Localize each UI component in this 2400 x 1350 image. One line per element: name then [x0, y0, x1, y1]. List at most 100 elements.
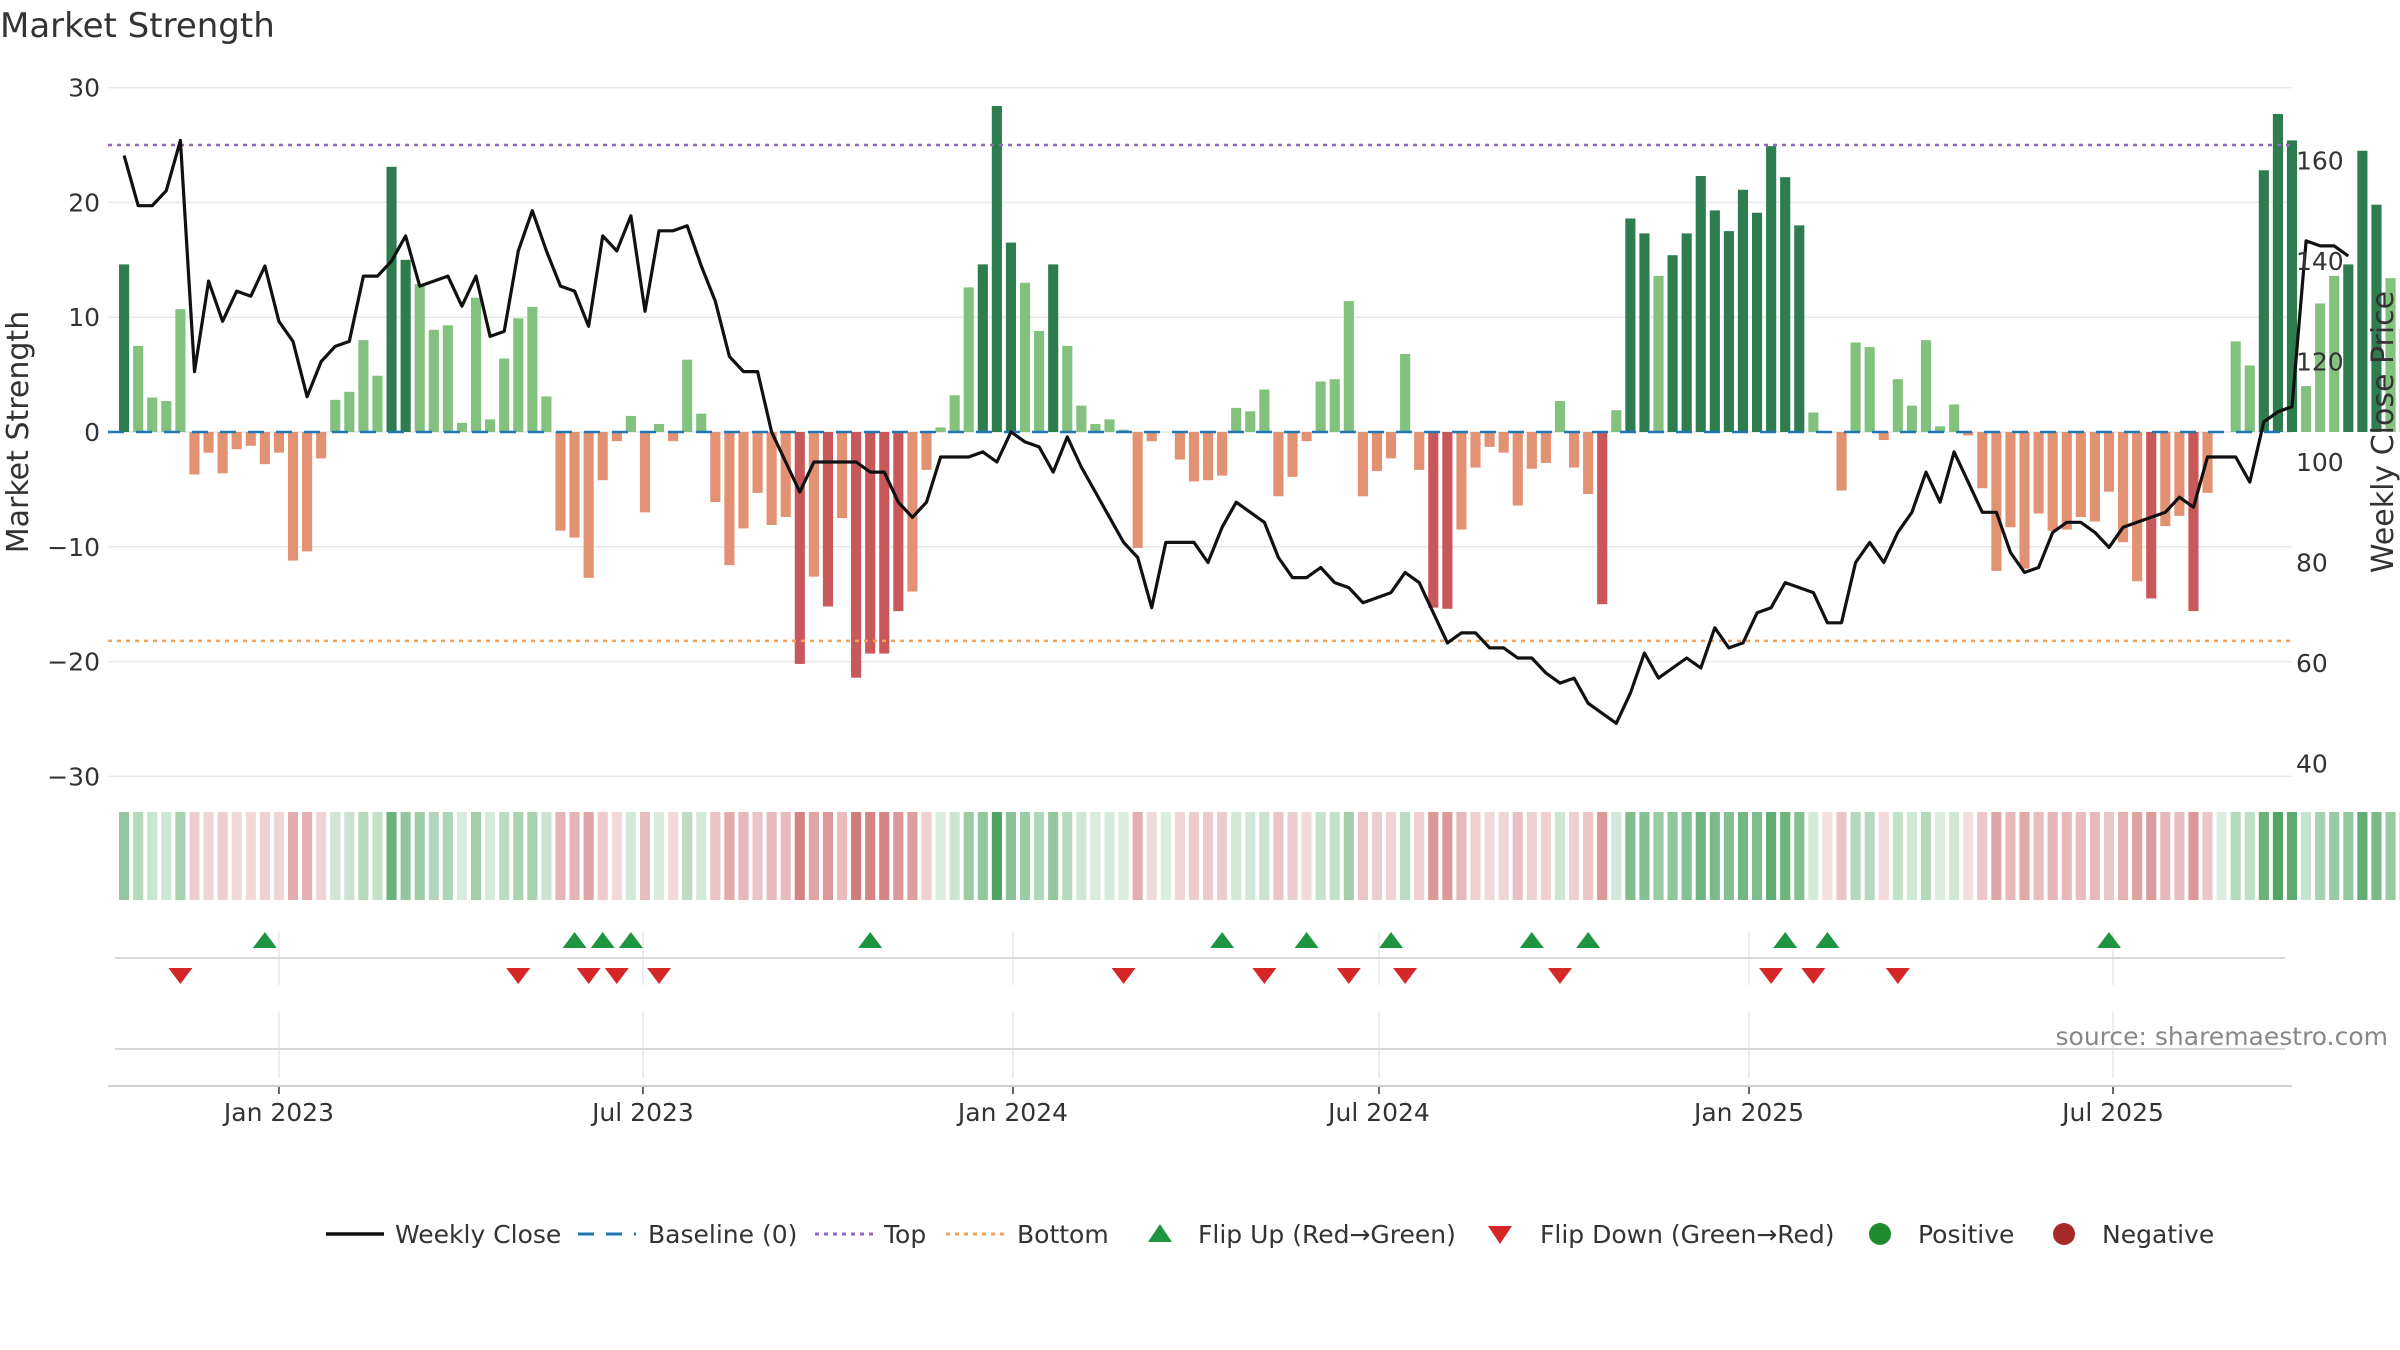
heat-cell [1583, 812, 1594, 900]
heat-cell [302, 812, 313, 900]
flip-up-marker [562, 932, 587, 948]
legend-label: Negative [2102, 1220, 2214, 1249]
y2-tick-label: 60 [2296, 649, 2328, 678]
strength-bar [119, 264, 130, 432]
heat-cell [893, 812, 904, 900]
heat-cell [1751, 812, 1763, 900]
heat-cell [1512, 812, 1523, 900]
strength-bar [1273, 432, 1284, 497]
strength-bar [1231, 407, 1242, 432]
flip-down-marker [647, 968, 672, 984]
strength-bar [1371, 432, 1383, 472]
strength-bar [1977, 432, 1988, 489]
strength-bar [2118, 432, 2129, 543]
heat-cell [2315, 812, 2326, 900]
strength-bar [738, 432, 749, 529]
heat-cell [1146, 812, 1157, 900]
heat-cell [1611, 812, 1622, 900]
heat-cell [456, 812, 468, 900]
heat-cell [1597, 812, 1608, 900]
heat-cell [2343, 812, 2354, 900]
heat-cell [1850, 812, 1861, 900]
strength-bar [935, 427, 946, 432]
heat-cell [2188, 812, 2199, 900]
heat-cell [2301, 812, 2312, 900]
heat-cell [1090, 812, 1101, 900]
y2-tick-label: 40 [2296, 750, 2328, 779]
strength-bar [1709, 210, 1720, 432]
strength-bar [921, 432, 932, 470]
strength-bar [2103, 432, 2115, 492]
strength-bar [1329, 379, 1340, 432]
strength-bar [1301, 432, 1312, 442]
heat-cell [1062, 812, 1073, 900]
flip-down-marker [1547, 968, 1572, 984]
heat-cell [358, 812, 369, 900]
heat-cell [963, 812, 974, 900]
heat-cell [1273, 812, 1284, 900]
heat-cell [949, 812, 960, 900]
heat-cell [1963, 812, 1974, 900]
heat-cell [1653, 812, 1664, 900]
strength-bar [1583, 432, 1594, 494]
strength-bar [287, 432, 299, 561]
heat-cell [2244, 812, 2255, 900]
strength-bar [1751, 212, 1763, 432]
heat-cell [2329, 812, 2340, 900]
heat-cell [2286, 812, 2298, 900]
strength-bar [668, 432, 679, 442]
heat-cell [231, 812, 242, 900]
heat-cell [1737, 812, 1749, 900]
heat-cell [330, 812, 341, 900]
heat-cell [1174, 812, 1185, 900]
heat-cell [1906, 812, 1917, 900]
y-tick-label: 30 [68, 74, 100, 103]
strength-bar [1442, 432, 1453, 609]
strength-bar [1695, 175, 1706, 432]
heat-cell [710, 812, 721, 900]
strength-bar [1864, 347, 1875, 432]
strength-bar [1470, 432, 1481, 468]
strength-bar [1540, 432, 1551, 463]
strength-bar [893, 432, 904, 612]
heat-cell [921, 812, 932, 900]
strength-bar [1963, 432, 1974, 436]
strength-bar [259, 432, 270, 465]
heat-cell [2146, 812, 2157, 900]
strength-bar [1892, 379, 1903, 432]
strength-bar [2258, 170, 2269, 433]
strength-bar [2047, 432, 2058, 531]
heat-cell [1245, 812, 1256, 900]
heat-cell [119, 812, 130, 900]
heat-cell [1568, 812, 1580, 900]
strength-bar [231, 432, 242, 450]
strength-bar [2315, 303, 2326, 432]
strength-bar [1808, 412, 1819, 432]
x-tick-label: Jan 2023 [222, 1098, 334, 1127]
strength-bar [1428, 432, 1439, 608]
strength-bar [1090, 423, 1101, 432]
strength-bar [1681, 233, 1692, 432]
strength-bar [1568, 432, 1580, 468]
heat-cell [865, 812, 876, 900]
flip-down-marker [1885, 968, 1910, 984]
heat-cell [1019, 812, 1031, 900]
strength-bar [1456, 432, 1467, 530]
flip-down-marker [1336, 968, 1361, 984]
legend-item-red-down-triangle: Flip Down (Green→Red) [1488, 1220, 1835, 1249]
strength-bar [161, 401, 172, 432]
strength-bar [2160, 432, 2171, 527]
grid-layer [108, 86, 2292, 1078]
heat-cell [766, 812, 777, 900]
strength-bar [555, 432, 566, 531]
strength-bar [428, 329, 439, 432]
strength-bar [977, 264, 988, 432]
legend-item-orange-dots: Bottom [946, 1220, 1109, 1249]
strength-bar [1611, 410, 1622, 432]
flip-down-marker [506, 968, 531, 984]
legend-item-green-dot: Positive [1869, 1220, 2014, 1249]
legend-item-red-dot: Negative [2053, 1220, 2214, 1249]
heat-cell [1498, 812, 1509, 900]
heat-cell [2089, 812, 2100, 900]
